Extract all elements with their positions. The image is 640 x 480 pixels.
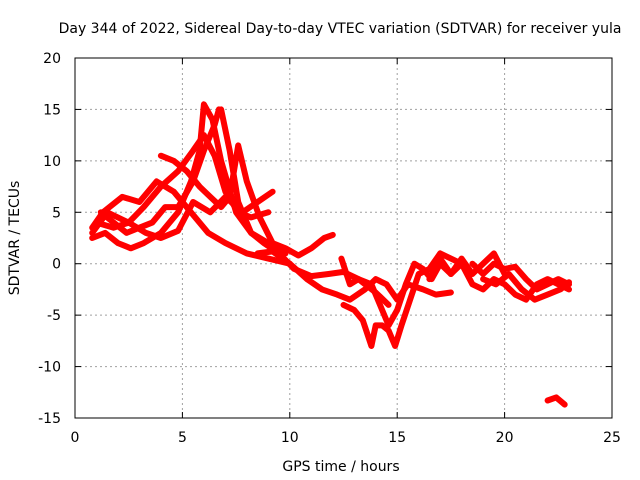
y-tick-label: 5 xyxy=(52,205,61,221)
y-tick-label: 0 xyxy=(52,257,61,273)
y-tick-label: -10 xyxy=(38,360,61,376)
y-tick-label: 10 xyxy=(43,154,61,170)
data-series-arc-10 xyxy=(338,250,508,329)
axis-ticks: 0 5 10 15 20 25 -15 -10 -5 0 5 10 15 20 xyxy=(38,51,621,446)
y-tick-label: 15 xyxy=(43,102,61,118)
y-tick-label: 20 xyxy=(43,51,61,67)
y-tick-label: -15 xyxy=(38,411,61,427)
data-series-arc-12 xyxy=(469,260,572,293)
y-tick-label: -5 xyxy=(47,308,61,324)
grid-lines xyxy=(75,58,612,418)
x-tick-label: 20 xyxy=(496,430,514,446)
x-tick-label: 10 xyxy=(281,430,299,446)
chart-title: Day 344 of 2022, Sidereal Day-to-day VTE… xyxy=(59,21,622,37)
y-axis-label: SDTVAR / TECUs xyxy=(7,181,23,296)
x-tick-label: 25 xyxy=(603,430,621,446)
data-series-arc-13 xyxy=(480,271,572,303)
data-series-arc-5 xyxy=(97,106,222,236)
x-tick-label: 5 xyxy=(178,430,187,446)
data-series xyxy=(89,101,572,408)
plot-frame xyxy=(74,57,613,419)
data-series-arc-6 xyxy=(157,142,336,259)
data-series-arc-14 xyxy=(544,394,568,408)
x-axis-label: GPS time / hours xyxy=(282,459,399,475)
data-series-arc-8 xyxy=(254,248,454,303)
x-tick-label: 0 xyxy=(71,430,80,446)
data-series-arc-9 xyxy=(340,250,465,349)
data-series-arc-4 xyxy=(93,132,272,231)
x-tick-label: 15 xyxy=(388,430,406,446)
